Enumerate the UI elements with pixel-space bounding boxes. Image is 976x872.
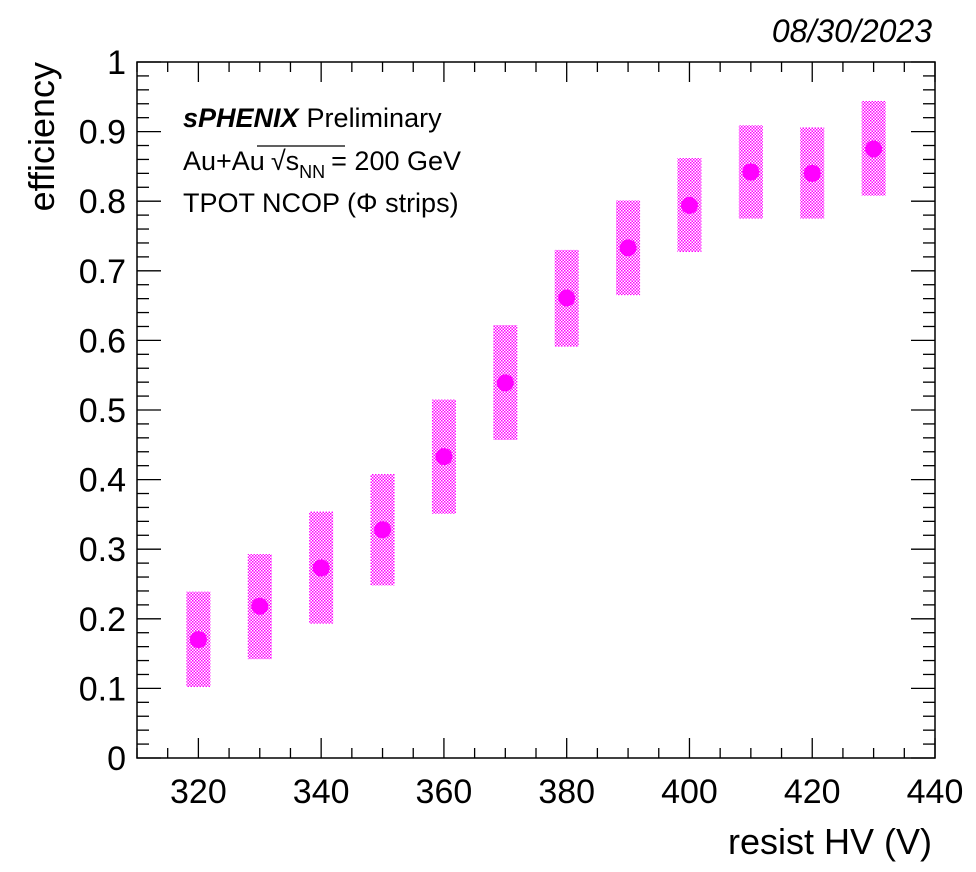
y-tick-label: 0 [107, 740, 126, 778]
data-point [742, 163, 760, 181]
x-tick-label: 420 [784, 773, 841, 811]
status-text: Preliminary [307, 103, 443, 133]
data-point [374, 521, 392, 539]
detector-label: TPOT NCOP (Φ strips) [183, 188, 459, 218]
x-tick-label: 320 [170, 773, 227, 811]
y-tick-label: 0.4 [79, 462, 126, 500]
data-point [680, 196, 698, 214]
x-tick-label: 340 [293, 773, 350, 811]
y-axis-tick-labels: 0 0.1 0.2 0.3 0.4 0.5 0.6 0.7 0.8 0.9 1 [79, 44, 126, 778]
legend-annotations: sPHENIX Preliminary Au+Au √sNN = 200 GeV TP… [183, 103, 461, 218]
x-tick-label: 440 [907, 773, 964, 811]
x-tick-label: 360 [416, 773, 473, 811]
y-tick-label: 0.6 [79, 322, 126, 360]
x-axis-title: resist HV (V) [728, 821, 932, 862]
y-tick-label: 0.5 [79, 392, 126, 430]
y-tick-label: 0.8 [79, 183, 126, 221]
y-axis-ticks [137, 61, 935, 759]
data-point [865, 140, 883, 158]
sqrt-symbol: √ [271, 146, 286, 176]
nn-subscript: NN [299, 162, 325, 182]
x-tick-label: 380 [538, 773, 595, 811]
data-markers [189, 140, 883, 649]
experiment-name: sPHENIX [183, 103, 301, 133]
x-axis-tick-labels: 320 340 360 380 400 420 440 [170, 773, 963, 811]
y-axis-title: efficiency [21, 62, 62, 211]
collision-label: Au+Au √sNN = 200 GeV [183, 146, 461, 182]
y-tick-label: 0.1 [79, 670, 126, 708]
date-label: 08/30/2023 [772, 13, 932, 49]
data-point [312, 559, 330, 577]
x-tick-label: 400 [661, 773, 718, 811]
energy-value: = 200 GeV [331, 146, 461, 176]
collision-system: Au+Au [183, 146, 265, 176]
y-tick-label: 0.3 [79, 531, 126, 569]
data-point [435, 448, 453, 466]
y-tick-label: 0.9 [79, 114, 126, 152]
data-point [558, 289, 576, 307]
data-point [251, 597, 269, 615]
experiment-status-label: sPHENIX Preliminary [183, 103, 442, 133]
y-tick-label: 1 [107, 44, 126, 82]
data-point [803, 164, 821, 182]
y-tick-label: 0.7 [79, 253, 126, 291]
x-axis-ticks [136, 62, 936, 758]
y-tick-label: 0.2 [79, 601, 126, 639]
data-point [496, 374, 514, 392]
data-point [189, 631, 207, 649]
data-point [619, 239, 637, 257]
s-symbol: s [286, 146, 300, 176]
